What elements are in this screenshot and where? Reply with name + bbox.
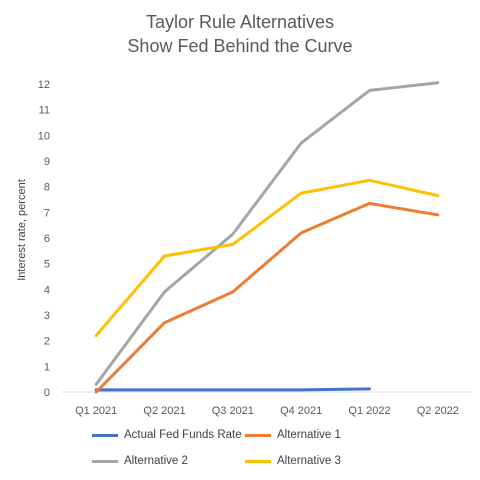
y-tick-label: 12 — [38, 79, 50, 91]
series-line-alternative-3 — [94, 178, 440, 337]
legend-label-alt2: Alternative 2 — [124, 455, 188, 467]
legend-swatch-actual — [92, 433, 118, 437]
x-tick-label: Q1 2021 — [75, 405, 117, 417]
legend-item-alternative-2: Alternative 2 — [92, 455, 188, 467]
legend-item-alternative-1: Alternative 1 — [245, 429, 341, 441]
y-tick-label: 5 — [44, 259, 50, 271]
y-tick-label: 9 — [44, 156, 50, 168]
y-tick-label: 4 — [44, 284, 50, 296]
x-tick-label: Q2 2021 — [143, 405, 185, 417]
legend-swatch-alt2 — [92, 459, 118, 463]
legend-swatch-alt1 — [245, 433, 271, 437]
y-tick-label: 1 — [44, 361, 50, 373]
legend-item-actual-fed-funds-rate: Actual Fed Funds Rate — [92, 429, 242, 441]
series-line-alternative-2 — [94, 81, 440, 386]
y-tick-label: 8 — [44, 182, 50, 194]
series-line-alternative-1 — [94, 201, 440, 394]
legend-label-actual: Actual Fed Funds Rate — [124, 429, 242, 441]
legend-label-alt3: Alternative 3 — [277, 455, 341, 467]
chart-title-line-1: Taylor Rule Alternatives — [145, 12, 335, 32]
y-tick-label: 3 — [44, 310, 50, 322]
x-tick-label: Q4 2021 — [280, 405, 322, 417]
legend-item-alternative-3: Alternative 3 — [245, 455, 341, 467]
legend-swatch-alt3 — [245, 459, 271, 463]
y-tick-label: 6 — [44, 233, 50, 245]
y-tick-label: 10 — [38, 130, 50, 142]
y-tick-label: 11 — [39, 105, 50, 117]
legend-label-alt1: Alternative 1 — [277, 429, 341, 441]
x-tick-label: Q3 2021 — [212, 405, 254, 417]
series-line-actual-fed-funds-rate — [94, 387, 371, 392]
y-tick-label: 2 — [44, 336, 50, 348]
y-tick-label: 0 — [44, 387, 50, 399]
x-tick-label: Q1 2022 — [348, 405, 390, 417]
x-tick-label: Q2 2022 — [417, 405, 459, 417]
y-tick-label: 7 — [44, 207, 50, 219]
chart-title-line-2: Show Fed Behind the Curve — [127, 36, 353, 56]
